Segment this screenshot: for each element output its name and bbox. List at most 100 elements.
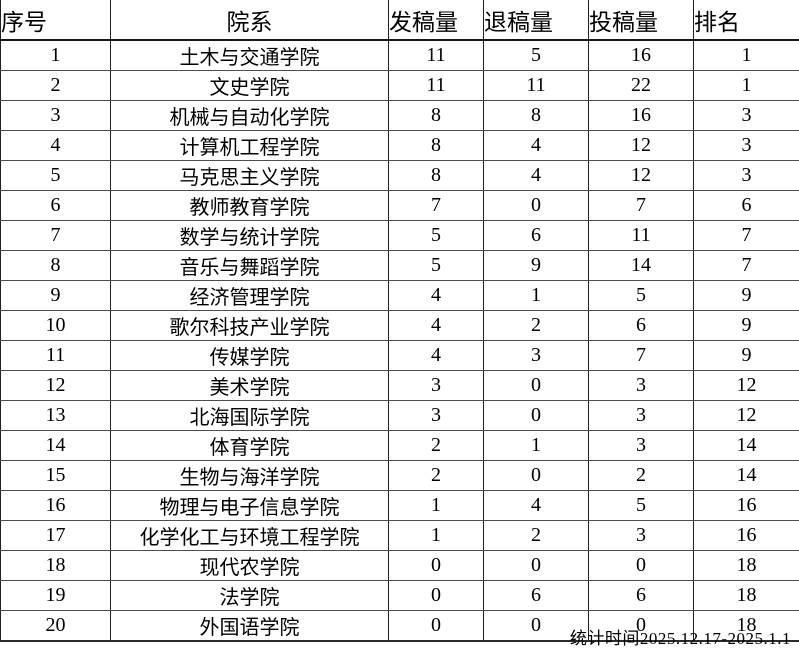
cell-department: 北海国际学院 [110,400,389,431]
cell-index: 19 [0,580,111,611]
table-row: 5 马克思主义学院 8 4 12 3 [0,160,799,191]
cell-rejected: 4 [483,130,589,161]
cell-submitted: 22 [588,70,694,101]
table-body: 1 土木与交通学院 11 5 16 1 2 文史学院 11 11 22 1 3 机械与自动化学院 8 8 16 3… [0,39,799,642]
table-row: 12 美术学院 3 0 3 12 [0,370,799,401]
cell-submitted: 2 [588,460,694,491]
cell-department: 法学院 [110,580,389,611]
cell-department: 机械与自动化学院 [110,100,389,131]
cell-rejected: 2 [483,520,589,551]
header-row: 序号 院系 发稿量 退稿量 投稿量 排名 [0,0,799,41]
cell-department: 音乐与舞蹈学院 [110,250,389,281]
cell-index: 8 [0,250,111,281]
cell-published: 5 [388,220,484,251]
cell-department: 美术学院 [110,370,389,401]
cell-department: 歌尔科技产业学院 [110,310,389,341]
cell-rejected: 3 [483,340,589,371]
cell-published: 5 [388,250,484,281]
cell-rank: 3 [693,160,799,191]
table-row: 14 体育学院 2 1 3 14 [0,430,799,461]
cell-index: 14 [0,430,111,461]
cell-rejected: 1 [483,280,589,311]
table-row: 11 传媒学院 4 3 7 9 [0,340,799,371]
cell-submitted: 0 [588,610,694,642]
cell-published: 2 [388,460,484,491]
cell-submitted: 3 [588,370,694,401]
col-header-rank: 排名 [693,0,799,41]
cell-submitted: 7 [588,190,694,221]
cell-published: 4 [388,310,484,341]
cell-department: 生物与海洋学院 [110,460,389,491]
cell-rejected: 6 [483,580,589,611]
cell-department: 传媒学院 [110,340,389,371]
cell-published: 3 [388,370,484,401]
table-row: 9 经济管理学院 4 1 5 9 [0,280,799,311]
cell-department: 物理与电子信息学院 [110,490,389,521]
cell-rejected: 1 [483,430,589,461]
cell-rank: 16 [693,490,799,521]
cell-published: 7 [388,190,484,221]
cell-rank: 6 [693,190,799,221]
cell-submitted: 12 [588,130,694,161]
cell-rank: 14 [693,460,799,491]
cell-submitted: 11 [588,220,694,251]
cell-rank: 3 [693,130,799,161]
cell-index: 11 [0,340,111,371]
cell-submitted: 5 [588,280,694,311]
cell-department: 数学与统计学院 [110,220,389,251]
cell-index: 6 [0,190,111,221]
col-header-index: 序号 [0,0,111,41]
cell-rejected: 0 [483,610,589,642]
cell-published: 11 [388,39,484,71]
cell-rank: 18 [693,580,799,611]
cell-rejected: 4 [483,490,589,521]
cell-published: 1 [388,520,484,551]
cell-published: 11 [388,70,484,101]
cell-rank: 9 [693,340,799,371]
cell-rank: 1 [693,39,799,71]
cell-rejected: 0 [483,370,589,401]
cell-published: 8 [388,160,484,191]
table-row: 10 歌尔科技产业学院 4 2 6 9 [0,310,799,341]
table-row: 16 物理与电子信息学院 1 4 5 16 [0,490,799,521]
cell-rank: 12 [693,370,799,401]
cell-index: 3 [0,100,111,131]
cell-submitted: 3 [588,520,694,551]
cell-published: 2 [388,430,484,461]
cell-index: 7 [0,220,111,251]
stats-period-note: 统计时间2025.12.17-2025.1.1 [569,629,791,648]
cell-rejected: 9 [483,250,589,281]
table-row: 17 化学化工与环境工程学院 1 2 3 16 [0,520,799,551]
cell-rejected: 4 [483,160,589,191]
cell-rejected: 0 [483,460,589,491]
cell-rejected: 6 [483,220,589,251]
cell-index: 13 [0,400,111,431]
cell-rank: 18 [693,610,799,642]
cell-submitted: 16 [588,100,694,131]
table-row: 15 生物与海洋学院 2 0 2 14 [0,460,799,491]
cell-submitted: 16 [588,39,694,71]
cell-rank: 18 [693,550,799,581]
cell-rejected: 5 [483,39,589,71]
cell-index: 16 [0,490,111,521]
cell-rank: 3 [693,100,799,131]
table-row: 3 机械与自动化学院 8 8 16 3 [0,100,799,131]
col-header-submitted: 投稿量 [588,0,694,41]
cell-published: 0 [388,610,484,642]
cell-submitted: 14 [588,250,694,281]
cell-department: 马克思主义学院 [110,160,389,191]
cell-rank: 1 [693,70,799,101]
table-row: 1 土木与交通学院 11 5 16 1 [0,39,799,71]
cell-rejected: 11 [483,70,589,101]
cell-rank: 9 [693,310,799,341]
table-row: 19 法学院 0 6 6 18 [0,580,799,611]
table-row: 6 教师教育学院 7 0 7 6 [0,190,799,221]
cell-rank: 16 [693,520,799,551]
table-row: 13 北海国际学院 3 0 3 12 [0,400,799,431]
cell-rank: 9 [693,280,799,311]
cell-department: 文史学院 [110,70,389,101]
cell-index: 18 [0,550,111,581]
cell-published: 4 [388,280,484,311]
cell-department: 经济管理学院 [110,280,389,311]
